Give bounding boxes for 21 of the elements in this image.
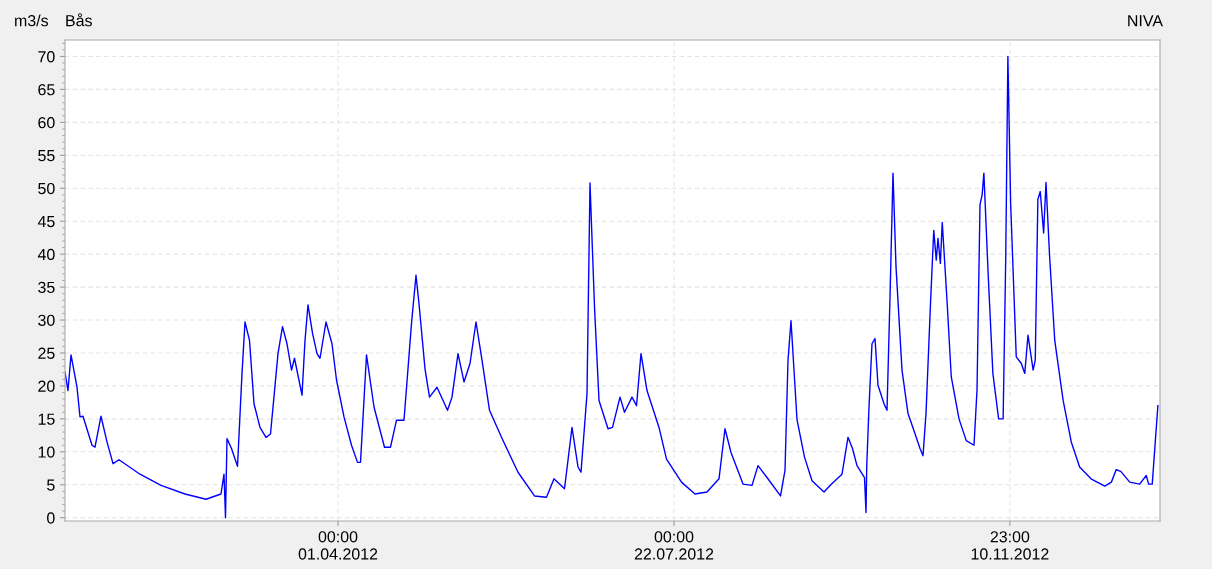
y-tick-label: 45: [37, 216, 55, 228]
y-tick-label: 20: [38, 380, 55, 392]
y-tick-label: 35: [38, 281, 55, 294]
y-axis-title: m3/s: [15, 14, 49, 27]
y-tick-label: 15: [38, 413, 55, 425]
y-tick-label: 5: [47, 479, 55, 491]
y-tick-label: 10: [38, 446, 55, 458]
y-tick-label: 25: [38, 347, 55, 359]
chart-title: Bås: [66, 13, 92, 27]
text: NIVA: [1128, 15, 1163, 27]
y-tick-label: 50: [38, 182, 55, 195]
y-tick-label: 40: [37, 248, 55, 261]
y-tick-label: 70: [38, 51, 55, 63]
y-tick-label: 30: [38, 314, 55, 326]
x-tick-label: 23:00 10.11.2012: [971, 531, 1049, 560]
y-tick-label: 55: [38, 150, 55, 162]
x-tick-label: 00:00 22.07.2012: [634, 531, 714, 560]
y-tick-label: 65: [38, 84, 55, 96]
x-tick-label: 00:00 01.04.2012: [298, 531, 378, 560]
y-tick-label: 60: [38, 117, 55, 129]
y-tick-label: 0: [47, 512, 55, 524]
